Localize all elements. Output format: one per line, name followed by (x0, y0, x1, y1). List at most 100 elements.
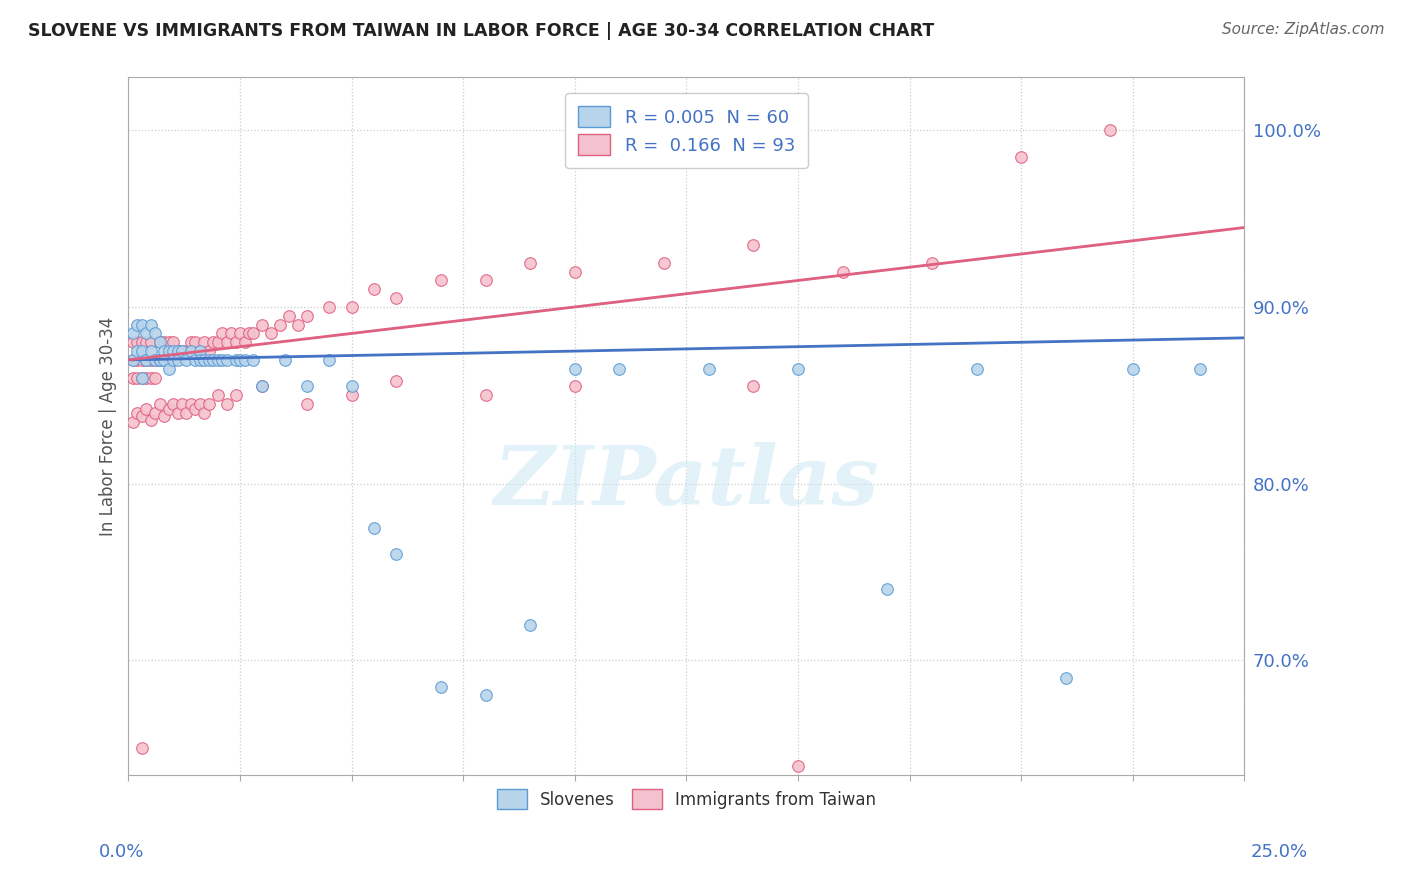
Point (193, 406, 215, 420)
Point (127, 352, 149, 367)
Point (184, 335, 207, 350)
Point (127, 318, 149, 332)
Point (921, 256, 943, 270)
Point (295, 379, 318, 393)
Point (127, 370, 149, 384)
Point (215, 352, 238, 367)
Point (519, 256, 541, 270)
Point (652, 256, 675, 270)
Point (233, 352, 256, 367)
Point (139, 318, 162, 332)
Point (135, 352, 157, 367)
Point (170, 344, 193, 359)
Point (430, 680, 453, 694)
Point (143, 370, 166, 384)
Point (127, 344, 149, 359)
Point (157, 361, 180, 376)
Point (131, 352, 153, 367)
Point (1188, 361, 1211, 376)
Text: 25.0%: 25.0% (1250, 843, 1308, 861)
Point (135, 402, 157, 417)
Point (149, 352, 172, 367)
Point (697, 361, 720, 376)
Point (207, 352, 229, 367)
Point (198, 344, 221, 359)
Point (166, 406, 188, 420)
Point (564, 265, 586, 279)
Point (193, 352, 215, 367)
Point (219, 326, 242, 341)
Point (188, 352, 211, 367)
Point (225, 388, 247, 402)
Point (340, 300, 363, 314)
Point (135, 352, 157, 367)
Point (966, 361, 988, 376)
Point (831, 265, 853, 279)
Point (198, 352, 221, 367)
Point (430, 273, 453, 287)
Point (143, 406, 166, 420)
Point (287, 318, 309, 332)
Point (149, 397, 172, 411)
Point (184, 402, 207, 417)
Point (385, 291, 408, 305)
Point (1054, 671, 1077, 685)
Point (176, 352, 198, 367)
Point (787, 361, 810, 376)
Point (229, 326, 252, 341)
Point (180, 335, 202, 350)
Point (787, 759, 810, 773)
Point (295, 309, 318, 323)
Point (225, 335, 247, 350)
Point (149, 352, 172, 367)
Point (122, 370, 145, 384)
Point (318, 300, 340, 314)
Text: Source: ZipAtlas.com: Source: ZipAtlas.com (1222, 22, 1385, 37)
Point (180, 397, 202, 411)
Point (1099, 123, 1122, 137)
Point (139, 413, 162, 427)
Point (135, 326, 157, 341)
Point (564, 379, 586, 393)
Point (363, 282, 385, 296)
Point (139, 370, 162, 384)
Point (157, 335, 180, 350)
Point (149, 335, 172, 350)
Point (157, 402, 180, 417)
Point (1122, 361, 1144, 376)
Point (131, 318, 153, 332)
Point (242, 326, 264, 341)
Point (149, 335, 172, 350)
Point (474, 689, 496, 703)
Point (135, 352, 157, 367)
Point (122, 415, 145, 429)
Point (139, 344, 162, 359)
Point (176, 344, 198, 359)
Point (188, 344, 211, 359)
Point (162, 352, 184, 367)
Point (157, 352, 180, 367)
Point (252, 318, 274, 332)
Point (229, 352, 252, 367)
Point (122, 326, 145, 341)
Point (162, 335, 184, 350)
Point (131, 344, 153, 359)
Point (162, 397, 184, 411)
Point (474, 388, 496, 402)
Point (385, 547, 408, 561)
Point (122, 352, 145, 367)
Point (260, 326, 283, 341)
Point (143, 352, 166, 367)
Point (122, 335, 145, 350)
Point (211, 326, 233, 341)
Point (318, 352, 340, 367)
Point (278, 309, 301, 323)
Point (233, 335, 256, 350)
Point (135, 335, 157, 350)
Point (127, 335, 149, 350)
Point (609, 361, 631, 376)
Point (215, 397, 238, 411)
Point (340, 379, 363, 393)
Point (139, 335, 162, 350)
Point (166, 352, 188, 367)
